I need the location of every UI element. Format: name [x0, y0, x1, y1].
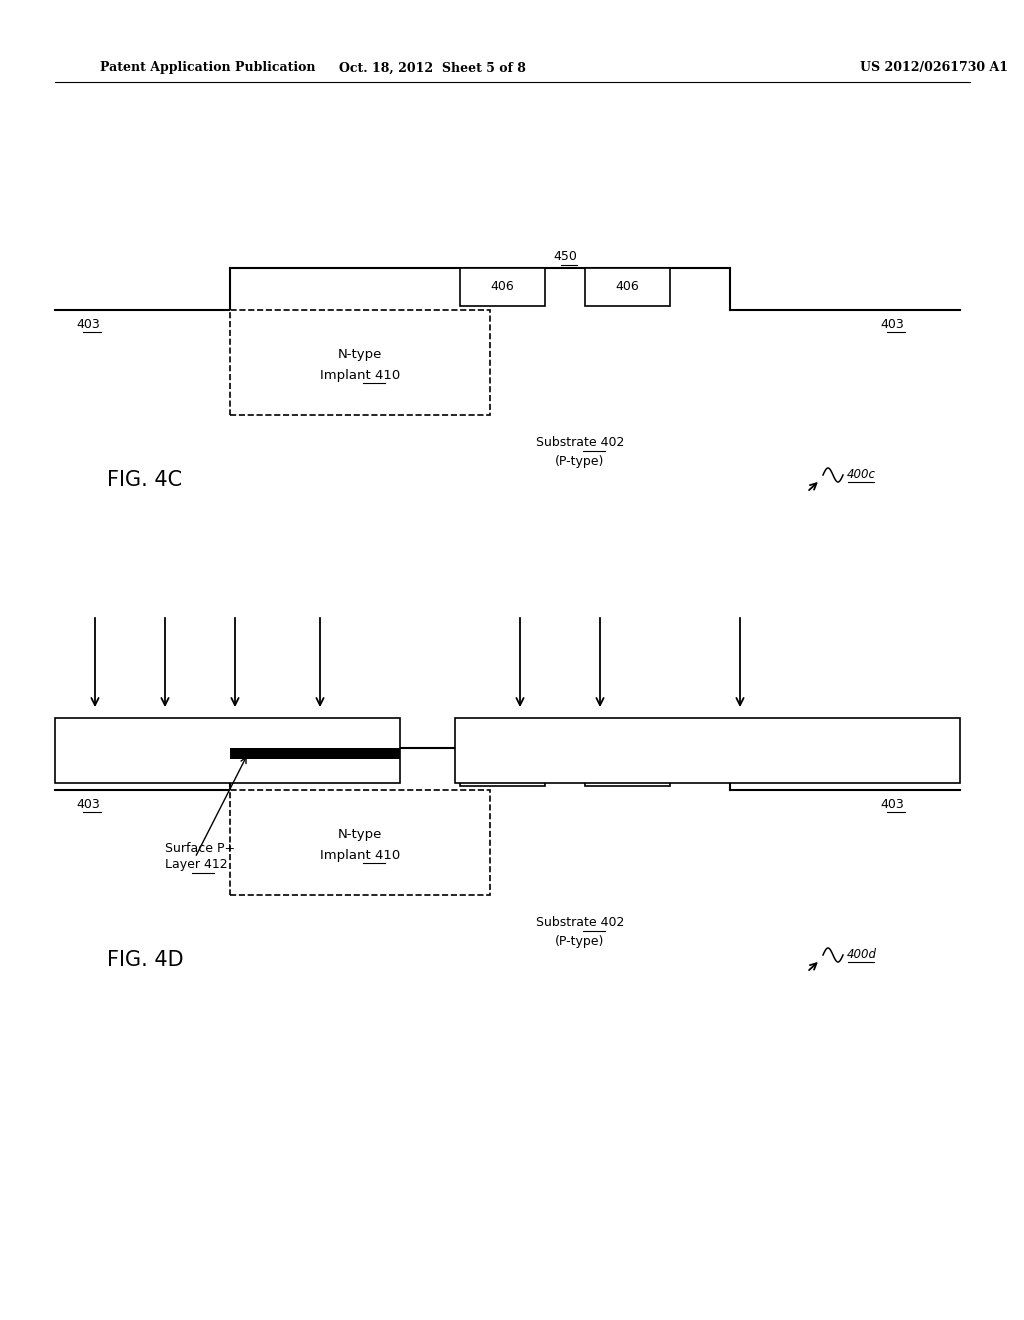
Text: Surface P+: Surface P+ [165, 842, 236, 855]
Bar [230, 748, 400, 759]
Text: 450: 450 [553, 730, 577, 743]
Text: Substrate 402: Substrate 402 [536, 916, 625, 929]
Text: Layer 412: Layer 412 [165, 858, 227, 871]
Text: (P-type): (P-type) [555, 935, 605, 948]
Text: 400c: 400c [847, 467, 876, 480]
Text: Resist: Resist [516, 744, 554, 756]
Text: 450: 450 [553, 251, 577, 264]
Text: 406: 406 [615, 760, 639, 774]
Text: Patent Application Publication: Patent Application Publication [100, 62, 315, 74]
Text: N-type: N-type [338, 828, 382, 841]
Text: 403: 403 [76, 318, 100, 330]
Text: 406: 406 [490, 281, 514, 293]
Bar [585, 268, 670, 306]
Text: 403: 403 [76, 797, 100, 810]
Text: FIG. 4D: FIG. 4D [106, 950, 183, 970]
Bar [460, 268, 545, 306]
Text: Oct. 18, 2012  Sheet 5 of 8: Oct. 18, 2012 Sheet 5 of 8 [339, 62, 525, 74]
Text: FIG. 4C: FIG. 4C [108, 470, 182, 490]
Bar [55, 718, 400, 783]
Bar [460, 748, 545, 785]
Text: (P-type): (P-type) [555, 454, 605, 467]
Bar [455, 718, 961, 783]
Text: Implant 410: Implant 410 [319, 849, 400, 862]
Text: US 2012/0261730 A1: US 2012/0261730 A1 [860, 62, 1008, 74]
Text: Substrate 402: Substrate 402 [536, 437, 625, 450]
Text: 400d: 400d [847, 948, 877, 961]
Text: N-type: N-type [338, 347, 382, 360]
Text: Resist: Resist [197, 744, 233, 756]
Text: 406: 406 [615, 281, 639, 293]
Text: 406: 406 [490, 760, 514, 774]
FancyBboxPatch shape [230, 789, 490, 895]
Text: 403: 403 [880, 797, 904, 810]
Text: 403: 403 [880, 318, 904, 330]
Text: Implant 410: Implant 410 [319, 368, 400, 381]
FancyBboxPatch shape [230, 310, 490, 414]
Bar [585, 748, 670, 785]
